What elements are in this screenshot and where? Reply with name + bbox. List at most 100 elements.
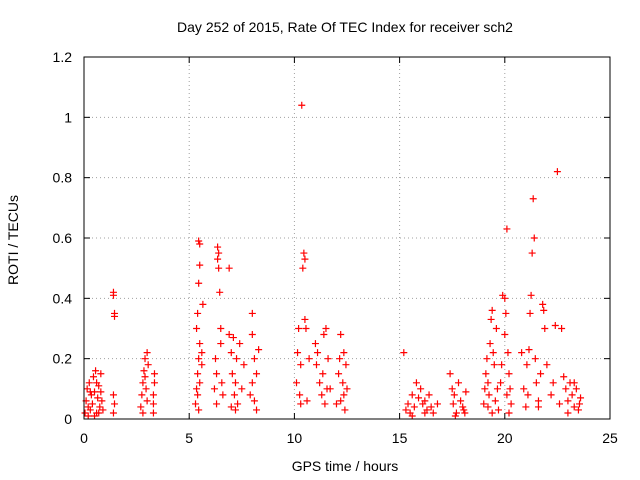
- data-point: [143, 397, 151, 405]
- data-point: [339, 379, 347, 387]
- data-point: [457, 397, 465, 405]
- data-point: [138, 391, 146, 399]
- data-point: [143, 349, 151, 357]
- x-tick-label: 15: [392, 430, 408, 446]
- data-point: [293, 379, 301, 387]
- data-point: [236, 340, 244, 348]
- data-point: [572, 385, 580, 393]
- data-point: [199, 300, 207, 308]
- data-point: [301, 255, 309, 263]
- data-point: [488, 306, 496, 314]
- data-point: [111, 400, 119, 408]
- data-point: [253, 406, 261, 414]
- data-point: [218, 379, 226, 387]
- data-point: [524, 391, 532, 399]
- data-point: [412, 379, 420, 387]
- data-point: [150, 379, 158, 387]
- data-point: [547, 391, 555, 399]
- data-point: [86, 388, 94, 396]
- data-point: [109, 409, 117, 417]
- data-point: [229, 334, 237, 342]
- data-point: [485, 391, 493, 399]
- data-point: [481, 385, 489, 393]
- data-point: [505, 409, 513, 417]
- y-tick-label: 0.6: [53, 230, 73, 246]
- data-point: [460, 406, 468, 414]
- data-point: [213, 370, 221, 378]
- data-point: [195, 406, 203, 414]
- x-tick-label: 20: [497, 430, 513, 446]
- data-point: [240, 361, 248, 369]
- data-point: [340, 349, 348, 357]
- data-point: [324, 355, 332, 363]
- data-point: [404, 400, 412, 408]
- data-point: [198, 349, 206, 357]
- data-point: [296, 391, 304, 399]
- data-point: [248, 331, 256, 339]
- data-point: [196, 340, 204, 348]
- data-point: [228, 370, 236, 378]
- data-point: [539, 300, 547, 308]
- data-point: [529, 195, 537, 203]
- data-point: [487, 315, 495, 323]
- data-point: [553, 168, 561, 176]
- data-point: [195, 355, 203, 363]
- data-point: [81, 409, 89, 417]
- data-point: [575, 400, 583, 408]
- data-point: [194, 391, 202, 399]
- data-point: [87, 391, 95, 399]
- data-point: [144, 361, 152, 369]
- data-point: [574, 406, 582, 414]
- y-tick-label: 0.8: [53, 170, 73, 186]
- data-point: [527, 291, 535, 299]
- data-point: [560, 373, 568, 381]
- data-point: [452, 409, 460, 417]
- data-point: [109, 291, 117, 299]
- data-point: [233, 355, 241, 363]
- data-point: [497, 379, 505, 387]
- data-point: [492, 325, 500, 332]
- data-point: [337, 397, 345, 405]
- data-point: [400, 349, 408, 357]
- data-point: [246, 391, 254, 399]
- data-point: [214, 243, 222, 251]
- data-point: [303, 397, 311, 405]
- data-point: [85, 379, 93, 387]
- data-point: [558, 325, 566, 332]
- data-point: [297, 361, 305, 369]
- data-point: [526, 309, 534, 317]
- data-point: [227, 349, 235, 357]
- data-point: [551, 321, 559, 329]
- data-point: [320, 331, 328, 339]
- data-point: [341, 406, 349, 414]
- data-point: [493, 385, 501, 393]
- data-point: [501, 294, 509, 302]
- data-point: [321, 400, 329, 408]
- x-axis-label: GPS time / hours: [292, 458, 399, 474]
- data-point: [89, 373, 97, 381]
- data-point: [429, 409, 437, 417]
- data-point: [99, 406, 107, 414]
- data-point: [462, 388, 470, 396]
- data-point: [297, 400, 305, 408]
- data-point: [149, 409, 157, 417]
- data-point: [83, 385, 91, 393]
- data-point: [142, 385, 150, 393]
- data-point: [421, 409, 429, 417]
- data-point: [94, 394, 102, 402]
- data-point: [525, 346, 533, 354]
- data-point: [501, 331, 509, 339]
- data-point: [248, 309, 256, 317]
- data-point: [336, 355, 344, 363]
- data-point: [93, 379, 101, 387]
- data-point: [340, 391, 348, 399]
- data-point: [86, 406, 94, 414]
- data-point: [216, 288, 224, 296]
- data-point: [234, 400, 242, 408]
- data-point: [248, 379, 256, 387]
- data-point: [97, 370, 105, 378]
- y-tick-label: 0.4: [53, 290, 73, 306]
- data-point: [196, 261, 204, 269]
- data-point: [532, 379, 540, 387]
- x-tick-label: 25: [602, 430, 618, 446]
